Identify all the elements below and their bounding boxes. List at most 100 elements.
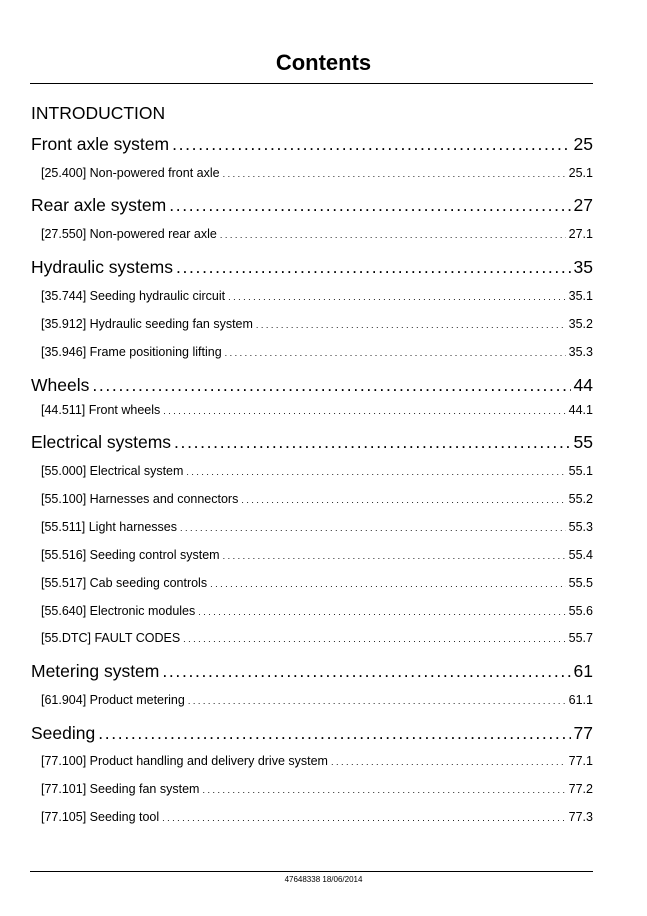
dot-leader [176,257,571,278]
dot-leader [172,134,570,155]
dot-leader [183,631,566,645]
toc-entry-label: [55.511] Light harnesses [41,520,177,534]
toc-section-entry[interactable]: Electrical systems 55 [31,432,593,454]
toc-entry-page-number: 35.2 [568,317,593,331]
toc-entry-label: [35.912] Hydraulic seeding fan system [41,317,253,331]
toc-subsection-entry[interactable]: [55.511] Light harnesses 55.3 [31,520,593,536]
toc-entry-label: [27.550] Non-powered rear axle [41,227,217,241]
footer-divider [30,871,593,872]
toc-entry-label: [55.000] Electrical system [41,464,184,478]
toc-subsection-entry[interactable]: [55.517] Cab seeding controls 55.5 [31,576,593,592]
toc-section-entry[interactable]: Front axle system 25 [31,134,593,156]
toc-entry-label: [35.946] Frame positioning lifting [41,345,222,359]
toc-subsection-entry[interactable]: [55.516] Seeding control system 55.4 [31,548,593,564]
toc-entry-page-number: 55.4 [568,548,593,562]
dot-leader [186,464,565,478]
dot-leader [220,227,566,241]
toc-entry-label: [44.511] Front wheels [41,403,161,417]
toc-entry-label: [55.100] Harnesses and connectors [41,492,239,506]
dot-leader [241,492,565,506]
toc-entry-label: [55.516] Seeding control system [41,548,220,562]
toc-entry-label: [77.100] Product handling and delivery d… [41,754,328,768]
dot-leader [210,576,566,590]
dot-leader [228,289,566,303]
toc-entry-page-number: 35.3 [568,345,593,359]
toc-section-entry[interactable]: Metering system 61 [31,661,593,683]
toc-subsection-entry[interactable]: [25.400] Non-powered front axle 25.1 [31,166,593,182]
toc-section-entry[interactable]: Seeding 77 [31,723,593,745]
page-title: Contents [275,50,372,75]
toc-entry-page-number: 44.1 [568,403,593,417]
toc-entry-label: Metering system [31,661,160,681]
toc-entry-page-number: 77.3 [568,810,593,824]
toc-entry-label: Hydraulic systems [31,257,173,277]
dot-leader [180,520,566,534]
toc-entry-page-number: 55.1 [568,464,593,478]
introduction-heading[interactable]: INTRODUCTION [31,103,166,123]
dot-leader [98,723,570,744]
toc-subsection-entry[interactable]: [35.946] Frame positioning lifting 35.3 [31,345,593,361]
toc-entry-page-number: 55.3 [568,520,593,534]
dot-leader [223,548,566,562]
dot-leader [198,604,565,618]
dot-leader [163,403,565,417]
toc-subsection-entry[interactable]: [55.640] Electronic modules 55.6 [31,604,593,620]
dot-leader [188,693,566,707]
toc-entry-page-number: 77.2 [568,782,593,796]
toc-subsection-entry[interactable]: [27.550] Non-powered rear axle 27.1 [31,227,593,243]
toc-entry-page-number: 27.1 [568,227,593,241]
toc-subsection-entry[interactable]: [55.DTC] FAULT CODES 55.7 [31,631,593,647]
toc-entry-page-number: 77.1 [568,754,593,768]
toc-entry-page-number: 25.1 [568,166,593,180]
toc-entry-label: Front axle system [31,134,170,154]
dot-leader [223,166,566,180]
toc-entry-page-number: 61 [573,661,593,681]
toc-entry-label: [61.904] Product metering [41,693,185,707]
toc-entry-page-number: 27 [573,195,593,215]
toc-subsection-entry[interactable]: [77.101] Seeding fan system 77.2 [31,782,593,798]
title-divider [30,83,593,84]
dot-leader [225,345,566,359]
toc-subsection-entry[interactable]: [35.744] Seeding hydraulic circuit 35.1 [31,289,593,305]
toc-entry-label: Seeding [31,723,96,743]
dot-leader [331,754,566,768]
dot-leader [162,661,570,682]
toc-entry-page-number: 61.1 [568,693,593,707]
toc-entry-page-number: 35.1 [568,289,593,303]
toc-section-entry[interactable]: Hydraulic systems 35 [31,257,593,279]
toc-subsection-entry[interactable]: [55.000] Electrical system 55.1 [31,464,593,480]
toc-subsection-entry[interactable]: [77.100] Product handling and delivery d… [31,754,593,770]
footer-doc-id: 47648338 18/06/2014 [284,875,363,884]
toc-entry-label: Rear axle system [31,195,167,215]
toc-subsection-entry[interactable]: [55.100] Harnesses and connectors 55.2 [31,492,593,508]
dot-leader [169,195,570,216]
toc-entry-page-number: 77 [573,723,593,743]
toc-section-entry[interactable]: Wheels 44 [31,375,593,397]
toc-subsection-entry[interactable]: [44.511] Front wheels 44.1 [31,403,593,419]
toc-entry-page-number: 55.6 [568,604,593,618]
toc-entry-page-number: 55.2 [568,492,593,506]
toc-subsection-entry[interactable]: [35.912] Hydraulic seeding fan system 35.… [31,317,593,333]
dot-leader [162,810,566,824]
toc-entry-label: [55.DTC] FAULT CODES [41,631,181,645]
toc-section-entry[interactable]: Rear axle system 27 [31,195,593,217]
toc-entry-label: Wheels [31,375,90,395]
dot-leader [92,375,570,396]
toc-subsection-entry[interactable]: [61.904] Product metering 61.1 [31,693,593,709]
toc-entry-page-number: 55 [573,432,593,452]
toc-entry-label: Electrical systems [31,432,172,452]
toc-entry-label: [77.105] Seeding tool [41,810,160,824]
toc-entry-label: [55.517] Cab seeding controls [41,576,208,590]
toc-entry-page-number: 55.7 [568,631,593,645]
toc-entry-page-number: 25 [573,134,593,154]
toc-entry-label: [25.400] Non-powered front axle [41,166,220,180]
toc-entry-page-number: 44 [573,375,593,395]
toc-subsection-entry[interactable]: [77.105] Seeding tool 77.3 [31,810,593,826]
toc-entry-label: [77.101] Seeding fan system [41,782,200,796]
dot-leader [256,317,566,331]
toc-entry-page-number: 35 [573,257,593,277]
dot-leader [174,432,571,453]
toc-entry-label: [35.744] Seeding hydraulic circuit [41,289,226,303]
toc-entry-label: [55.640] Electronic modules [41,604,196,618]
dot-leader [202,782,565,796]
